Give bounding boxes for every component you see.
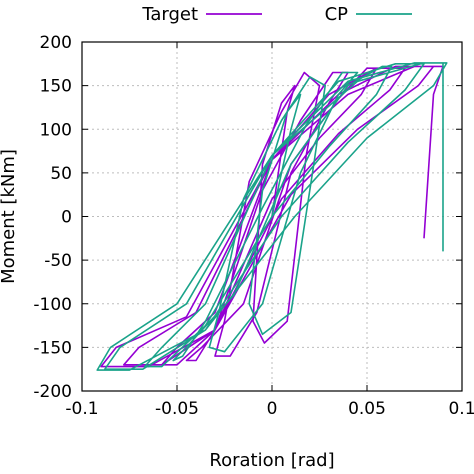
series-line-cp	[96, 62, 448, 371]
legend-label-target: Target	[141, 4, 198, 25]
x-axis-label: Roration [rad]	[209, 450, 334, 471]
series-line-target	[100, 65, 444, 368]
x-tick-label: 0	[267, 399, 278, 419]
x-tick-label: 0.05	[348, 399, 386, 419]
x-tick-label: 0.1	[448, 399, 474, 419]
series-group	[96, 62, 448, 371]
y-tick-label: -50	[44, 251, 72, 271]
y-tick-label: 200	[40, 33, 72, 53]
legend: Target CP	[141, 4, 412, 25]
y-tick-label: 0	[61, 208, 72, 228]
y-tick-label: 50	[50, 164, 72, 184]
y-tick-label: 100	[40, 120, 72, 140]
x-tick-label: -0.1	[65, 399, 98, 419]
x-tick-label: -0.05	[155, 399, 199, 419]
legend-label-cp: CP	[325, 4, 349, 25]
y-tick-label: -200	[33, 382, 72, 402]
y-tick-label: -100	[33, 295, 72, 315]
tick-labels: -0.1 -0.05 0 0.05 0.1 -200 -150 -100 -50 0 50 100 15…	[33, 33, 474, 419]
y-axis-label: Moment [kNm]	[0, 149, 19, 284]
y-tick-label: 150	[40, 77, 72, 97]
ticks	[81, 41, 463, 392]
y-tick-label: -150	[33, 338, 72, 358]
